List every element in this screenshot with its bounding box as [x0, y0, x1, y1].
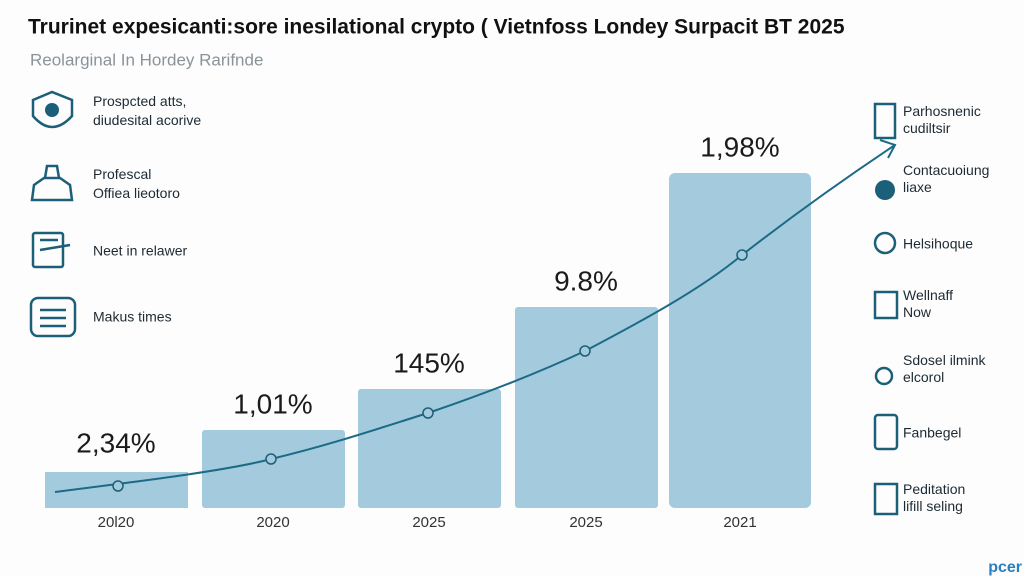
icon — [31, 90, 74, 129]
left-item-text: Profescal — [93, 166, 151, 182]
bar — [358, 389, 501, 508]
left-item-text: diudesital acorive — [93, 112, 201, 128]
year-label: 20l20 — [98, 514, 135, 531]
bar — [515, 307, 658, 508]
left-item-text: Neet in relawer — [93, 243, 187, 259]
icon — [45, 103, 59, 117]
icon — [873, 290, 899, 320]
arrow-head — [879, 139, 897, 159]
right-item-text: Fanbegel — [903, 425, 961, 441]
left-item-text: Prospcted atts, — [93, 93, 186, 109]
point — [112, 480, 124, 492]
brand: pcer — [988, 559, 1022, 576]
bar-label: 9.8% — [554, 265, 618, 296]
right-item-text: Now — [903, 304, 932, 320]
point — [422, 407, 434, 419]
year-label: 2021 — [723, 514, 756, 531]
bar — [669, 173, 811, 508]
icon — [31, 231, 65, 269]
bar-label: 1,98% — [700, 131, 779, 162]
year-label: 2025 — [569, 514, 602, 531]
icon — [873, 231, 897, 255]
bar-label: 1,01% — [233, 388, 312, 419]
icon — [873, 413, 899, 451]
right-item-text: elcorol — [903, 369, 944, 385]
year-label: 2025 — [412, 514, 445, 531]
bar-label: 145% — [393, 347, 465, 378]
point — [265, 453, 277, 465]
left-item-text: Makus times — [93, 309, 172, 325]
left-icons — [29, 90, 77, 338]
trend-points — [112, 249, 748, 492]
right-item-text: cudiltsir — [903, 120, 951, 136]
year-label: 2020 — [256, 514, 289, 531]
icon — [40, 308, 66, 328]
right-item-text: Sdosel ilmink — [903, 352, 986, 368]
right-item-text: lifill seling — [903, 498, 963, 514]
point — [736, 249, 748, 261]
trend-line — [54, 144, 896, 493]
left-item-text: Offiea lieotoro — [93, 185, 180, 201]
bar-label: 2,34% — [76, 427, 155, 458]
icon — [874, 366, 894, 386]
subtitle: Reolarginal In Hordey Rarifnde — [30, 50, 263, 69]
icon — [873, 482, 899, 516]
title: Trurinet expesicanti:sore inesilational … — [28, 16, 845, 39]
right-icons — [873, 102, 899, 516]
icon — [29, 296, 77, 338]
icon — [39, 238, 71, 252]
right-item-text: Peditation — [903, 481, 965, 497]
icon — [875, 180, 895, 200]
right-item-text: Wellnaff — [903, 287, 953, 303]
bars — [45, 173, 811, 508]
icon — [873, 102, 897, 140]
point — [579, 345, 591, 357]
right-item-text: Contacuoiung — [903, 162, 989, 178]
right-item-text: Parhosnenic — [903, 103, 981, 119]
icon — [30, 164, 74, 202]
right-item-text: liaxe — [903, 179, 932, 195]
right-item-text: Helsihoque — [903, 236, 973, 252]
